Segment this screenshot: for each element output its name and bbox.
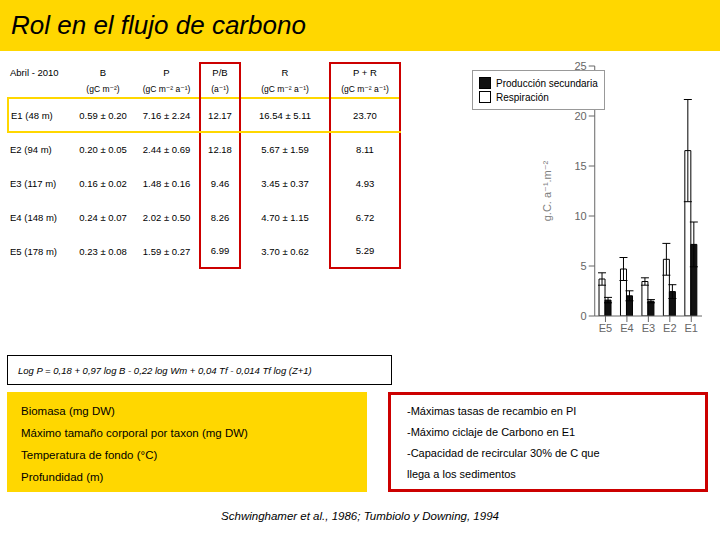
html-text:3.70 ± 0.62: 3.70 ± 0.62 [261, 245, 309, 257]
html-text:Temperatura de fondo (°C): Temperatura de fondo (°C) [21, 449, 158, 461]
html-text:Máximo tamaño corporal por tax: Máximo tamaño corporal por taxon (mg DW) [21, 427, 248, 439]
html-text:E4 (148 m): E4 (148 m) [10, 211, 57, 223]
html-text:-Capacidad de recircular 30% d: -Capacidad de recircular 30% de C que [407, 447, 600, 459]
html-text:9.46: 9.46 [210, 177, 230, 189]
html-text:Abril - 2010: Abril - 2010 [10, 66, 59, 78]
svg-text:0: 0 [581, 310, 587, 322]
html-text:Respiración: Respiración [496, 91, 549, 103]
html-text:2.44 ± 0.69: 2.44 ± 0.69 [142, 144, 191, 155]
html-text:8.26: 8.26 [210, 211, 230, 223]
html-text:12.18: 12.18 [208, 144, 232, 155]
svg-text:E4: E4 [620, 322, 633, 334]
html-text:E1 (48 m): E1 (48 m) [11, 109, 53, 121]
html-text:6.99: 6.99 [210, 245, 230, 256]
html-text:7.16 ± 2.24: 7.16 ± 2.24 [142, 109, 191, 121]
svg-text:15: 15 [574, 160, 586, 172]
svg-text:E5: E5 [599, 322, 612, 334]
svg-text:20: 20 [574, 110, 586, 122]
html-text:0.24 ± 0.07: 0.24 ± 0.07 [79, 211, 127, 223]
html-text:(gC m⁻²): (gC m⁻²) [86, 84, 120, 94]
html-text:1.48 ± 0.16: 1.48 ± 0.16 [142, 177, 191, 189]
html-text:6.72: 6.72 [355, 211, 375, 223]
html-text:E2 (94 m): E2 (94 m) [10, 144, 52, 155]
html-text:(a⁻¹): (a⁻¹) [211, 84, 229, 94]
html-text:R: R [281, 66, 289, 78]
html-text:(gC m⁻² a⁻¹): (gC m⁻² a⁻¹) [341, 84, 389, 94]
html-text:(gC m⁻² a⁻¹): (gC m⁻² a⁻¹) [261, 84, 309, 94]
html-text:1.59 ± 0.27: 1.59 ± 0.27 [142, 245, 191, 257]
html-text:12.17: 12.17 [208, 109, 232, 121]
html-text:2.02 ± 0.50: 2.02 ± 0.50 [142, 211, 191, 223]
html-text:4.70 ± 1.15: 4.70 ± 1.15 [261, 211, 309, 223]
html-text:Producción secundaria: Producción secundaria [496, 77, 598, 89]
svg-text:5: 5 [581, 260, 587, 272]
html-text:P + R: P + R [353, 67, 377, 78]
html-text:-Máximas tasas de recambio en: -Máximas tasas de recambio en PI [407, 405, 577, 417]
html-text:-Máximo ciclaje de Carbono en: -Máximo ciclaje de Carbono en E1 [407, 426, 576, 438]
html-text:0.16 ± 0.02: 0.16 ± 0.02 [79, 177, 127, 189]
html-text:8.11: 8.11 [356, 144, 374, 155]
html-text:23.70: 23.70 [353, 109, 377, 121]
svg-text:E1: E1 [685, 322, 698, 334]
html-text:E3 (117 m): E3 (117 m) [10, 177, 57, 189]
html-text:Biomasa (mg DW): Biomasa (mg DW) [21, 405, 115, 417]
html-text:Profundidad (m): Profundidad (m) [21, 471, 104, 483]
svg-text:g.C. a⁻¹.m⁻²: g.C. a⁻¹.m⁻² [541, 160, 553, 221]
html-text:5.67 ± 1.59: 5.67 ± 1.59 [261, 144, 309, 155]
html-text:Schwinghamer et al., 1986; Tum: Schwinghamer et al., 1986; Tumbiolo y Do… [221, 510, 499, 522]
html-text:0.23 ± 0.08: 0.23 ± 0.08 [79, 245, 127, 257]
html-text:(gC m⁻² a⁻¹): (gC m⁻² a⁻¹) [142, 84, 191, 94]
svg-text:10: 10 [574, 210, 586, 222]
html-text:Log P = 0,18 + 0,97 log B - 0,: Log P = 0,18 + 0,97 log B - 0,22 log Wm … [18, 364, 312, 376]
html-text:5.29: 5.29 [355, 245, 375, 256]
html-text:16.54 ± 5.11: 16.54 ± 5.11 [259, 109, 311, 121]
html-text:4.93: 4.93 [355, 177, 375, 189]
html-text:llega a los sedimentos: llega a los sedimentos [407, 468, 516, 480]
html-text:P: P [163, 66, 170, 78]
svg-text:25: 25 [574, 60, 586, 72]
html-text:0.20 ± 0.05: 0.20 ± 0.05 [79, 144, 127, 155]
svg-text:E3: E3 [642, 322, 655, 334]
html-text:0.59 ± 0.20: 0.59 ± 0.20 [79, 109, 127, 121]
html-text:3.45 ± 0.37: 3.45 ± 0.37 [261, 177, 309, 189]
html-text:Rol en el flujo de carbono: Rol en el flujo de carbono [11, 10, 306, 40]
html-text:B: B [99, 66, 107, 78]
svg-text:E2: E2 [663, 322, 676, 334]
html-text:E5 (178 m): E5 (178 m) [10, 245, 57, 257]
html-text:P/B: P/B [212, 67, 228, 78]
